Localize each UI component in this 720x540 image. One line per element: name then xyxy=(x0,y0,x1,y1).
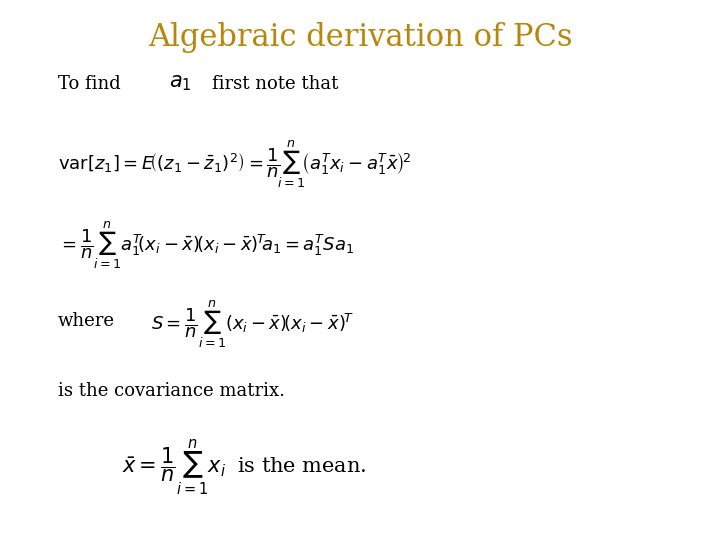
Text: first note that: first note that xyxy=(212,75,339,93)
Text: is the covariance matrix.: is the covariance matrix. xyxy=(58,382,284,401)
Text: $a_1$: $a_1$ xyxy=(169,74,192,93)
Text: Algebraic derivation of PCs: Algebraic derivation of PCs xyxy=(148,22,572,52)
Text: $= \dfrac{1}{n}\sum_{i=1}^{n} a_1^T \!\left(x_i - \bar{x}\right)\!\left(x_i - \b: $= \dfrac{1}{n}\sum_{i=1}^{n} a_1^T \!\l… xyxy=(58,220,354,272)
Text: $\mathrm{var}[z_1] = E\!\left((z_1 - \bar{z}_1)^2\right) = \dfrac{1}{n}\!\sum_{i: $\mathrm{var}[z_1] = E\!\left((z_1 - \ba… xyxy=(58,139,411,191)
Text: To find: To find xyxy=(58,75,120,93)
Text: where: where xyxy=(58,312,114,330)
Text: $S = \dfrac{1}{n}\sum_{i=1}^{n}\left(x_i - \bar{x}\right)\!\left(x_i - \bar{x}\r: $S = \dfrac{1}{n}\sum_{i=1}^{n}\left(x_i… xyxy=(151,298,354,350)
Text: $\bar{x} = \dfrac{1}{n}\sum_{i=1}^{n} x_i\;$ is the mean.: $\bar{x} = \dfrac{1}{n}\sum_{i=1}^{n} x_… xyxy=(122,437,367,497)
